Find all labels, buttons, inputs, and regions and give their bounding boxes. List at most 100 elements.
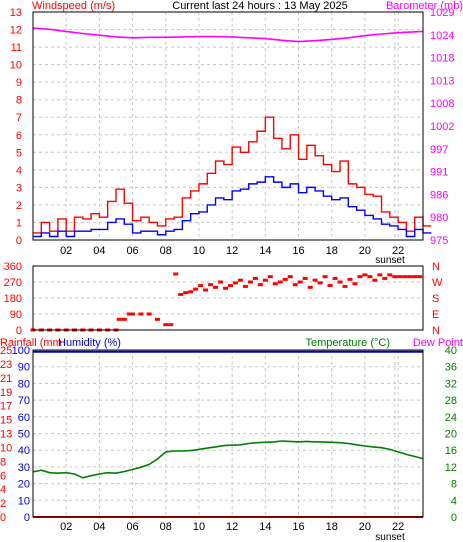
rainfall-tick: 23 — [0, 359, 12, 371]
windspeed-tick: 9 — [16, 77, 22, 89]
windspeed-tick: 8 — [16, 95, 22, 107]
windspeed-tick: 4 — [16, 165, 22, 177]
direction-point — [183, 291, 189, 295]
direction-compass-tick: N — [432, 325, 440, 337]
direction-degree-tick: 270 — [4, 277, 22, 289]
windspeed-tick: 3 — [16, 182, 22, 194]
humidity-tick: 30 — [18, 462, 30, 474]
x-tick-bottom: 22 — [392, 521, 404, 533]
barometer-tick: 997 — [430, 144, 448, 156]
rainfall-tick: 25 — [0, 345, 12, 357]
humidity-tick: 90 — [18, 362, 30, 374]
barometer-tick: 991 — [430, 167, 448, 179]
barometer-tick: 1018 — [430, 53, 454, 65]
direction-point — [377, 273, 383, 277]
direction-compass-tick: S — [432, 293, 439, 305]
rainfall-tick: 4 — [0, 484, 6, 496]
direction-point — [337, 280, 343, 284]
x-tick-top: 02 — [60, 245, 72, 257]
direction-compass-tick: W — [432, 277, 443, 289]
gust-line — [33, 116, 432, 234]
direction-point — [297, 280, 303, 284]
temperature-tick: 8 — [451, 479, 457, 491]
direction-point — [232, 281, 238, 285]
direction-point — [362, 273, 368, 277]
direction-point — [138, 312, 144, 316]
direction-point — [218, 280, 224, 284]
humidity-tick: 0 — [24, 512, 30, 524]
temperature-grid — [33, 350, 423, 517]
direction-point — [302, 276, 308, 280]
humidity-tick: 60 — [18, 412, 30, 424]
direction-point — [397, 275, 403, 279]
temperature-tick: 12 — [445, 462, 457, 474]
windspeed-tick: 12 — [10, 25, 22, 37]
direction-point — [417, 275, 423, 279]
direction-point — [327, 284, 333, 288]
barometer-axis-label: Barometer (mb) — [386, 0, 463, 12]
wind-barometer-series — [32, 27, 432, 238]
direction-point — [272, 282, 278, 286]
rainfall-axis-label: Rainfall (mm — [0, 337, 62, 349]
x-tick-bottom: 08 — [160, 521, 172, 533]
direction-point — [312, 278, 318, 282]
x-tick-bottom: 16 — [292, 521, 304, 533]
direction-point — [382, 276, 388, 280]
x-tick-bottom: 06 — [126, 521, 138, 533]
barometer-tick: 986 — [430, 189, 448, 201]
direction-point — [352, 282, 358, 286]
direction-point — [203, 288, 209, 292]
x-tick-bottom: 02 — [60, 521, 72, 533]
x-tick-bottom: 10 — [193, 521, 205, 533]
x-tick-bottom: 14 — [259, 521, 271, 533]
temperature-line — [32, 440, 424, 479]
direction-point — [347, 277, 353, 281]
direction-degree-tick: 90 — [10, 309, 22, 321]
chart-title: Current last 24 hours : 13 May 2025 — [172, 0, 347, 12]
windspeed-tick: 6 — [16, 130, 22, 142]
x-tick-top: 14 — [259, 245, 271, 257]
sunset-label-top: sunset — [375, 255, 405, 266]
humidity-tick-labels: 0 10 20 30 40 50 60 70 80 90 100 — [12, 345, 30, 524]
humidity-tick: 80 — [18, 378, 30, 390]
x-tick-bottom: 12 — [226, 521, 238, 533]
temperature-tick-labels: 0 4 8 12 16 20 24 28 32 36 40 — [445, 345, 457, 524]
rainfall-tick: 13 — [0, 429, 12, 441]
barometer-tick: 1013 — [430, 75, 454, 87]
x-axis-tick-labels-bottom: 02 04 06 08 10 12 14 16 18 20 22 — [60, 521, 404, 533]
humidity-tick: 20 — [18, 479, 30, 491]
direction-point — [387, 273, 393, 277]
temperature-tick: 24 — [445, 412, 457, 424]
windspeed-axis-label: Windspeed (m/s) — [32, 0, 115, 12]
rainfall-tick: 15 — [0, 415, 12, 427]
barometer-line — [32, 27, 424, 43]
direction-point — [178, 292, 184, 296]
x-tick-top: 10 — [193, 245, 205, 257]
direction-compass-tick: N — [432, 261, 440, 273]
x-tick-bottom: 18 — [326, 521, 338, 533]
rainfall-tick: 0 — [0, 512, 6, 524]
direction-point — [257, 283, 263, 287]
direction-point — [193, 287, 199, 291]
direction-point — [198, 284, 204, 288]
windspeed-tick: 10 — [10, 60, 22, 72]
direction-point — [317, 281, 323, 285]
direction-compass-tick: E — [432, 309, 439, 321]
temperature-tick: 20 — [445, 429, 457, 441]
temperature-tick: 28 — [445, 395, 457, 407]
x-tick-top: 18 — [326, 245, 338, 257]
x-tick-top: 06 — [126, 245, 138, 257]
x-tick-bottom: 20 — [359, 521, 371, 533]
direction-point — [188, 290, 194, 294]
direction-point — [146, 312, 152, 316]
temperature-tick: 32 — [445, 378, 457, 390]
direction-point — [116, 317, 122, 321]
direction-point — [322, 275, 328, 279]
x-tick-top: 08 — [160, 245, 172, 257]
rainfall-tick-labels: 0 2 4 6 8 1013 15 17 19 21 23 25 — [0, 345, 12, 524]
direction-point — [282, 277, 288, 281]
barometer-tick: 1024 — [430, 30, 454, 42]
